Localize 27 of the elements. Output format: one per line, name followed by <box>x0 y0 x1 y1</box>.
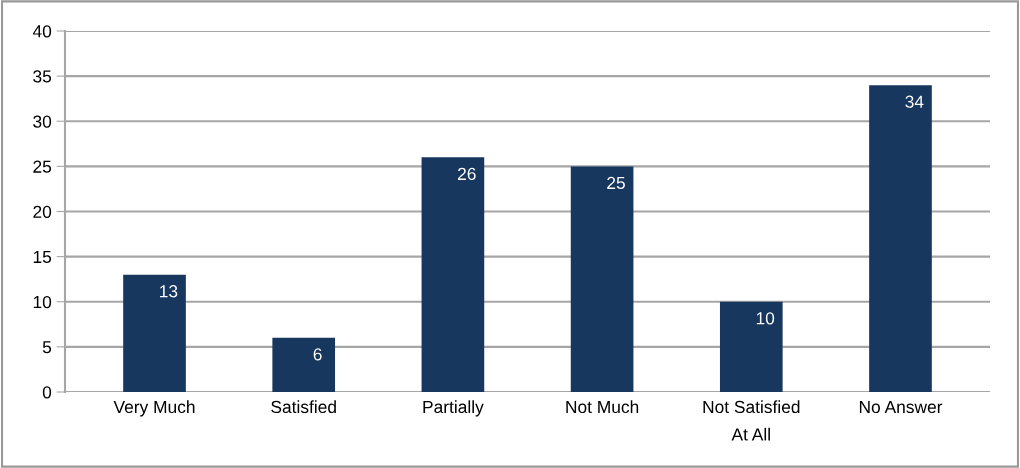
bar <box>123 274 186 392</box>
data-label: 34 <box>905 95 924 108</box>
bar <box>570 166 634 392</box>
x-tick-label: Not Satisfied At All <box>703 400 800 441</box>
y-tick-label: 15 <box>33 250 52 264</box>
bar <box>421 157 485 392</box>
y-tick-label: 25 <box>33 160 52 173</box>
data-label: 10 <box>756 312 775 325</box>
y-tick-label: 0 <box>42 386 52 399</box>
bar <box>869 85 932 392</box>
y-tick-label: 40 <box>32 25 52 38</box>
data-label: 25 <box>607 176 625 190</box>
y-tick-label: 10 <box>33 295 52 309</box>
y-tick-label: 30 <box>33 115 52 128</box>
x-tick-label: Satisfied <box>271 400 336 414</box>
data-label: 6 <box>313 348 322 361</box>
y-tick-label: 20 <box>33 205 52 218</box>
x-tick-label: Very Much <box>113 400 195 417</box>
bar <box>719 301 783 392</box>
x-tick-label: No Answer <box>859 400 943 414</box>
data-label: 26 <box>458 167 476 181</box>
y-tick-label: 35 <box>33 70 52 83</box>
x-tick-label: Not Much <box>566 400 639 414</box>
bar <box>272 337 336 392</box>
data-label: 13 <box>160 285 178 298</box>
y-tick-label: 5 <box>42 341 52 354</box>
x-tick-label: Partially <box>423 400 484 417</box>
